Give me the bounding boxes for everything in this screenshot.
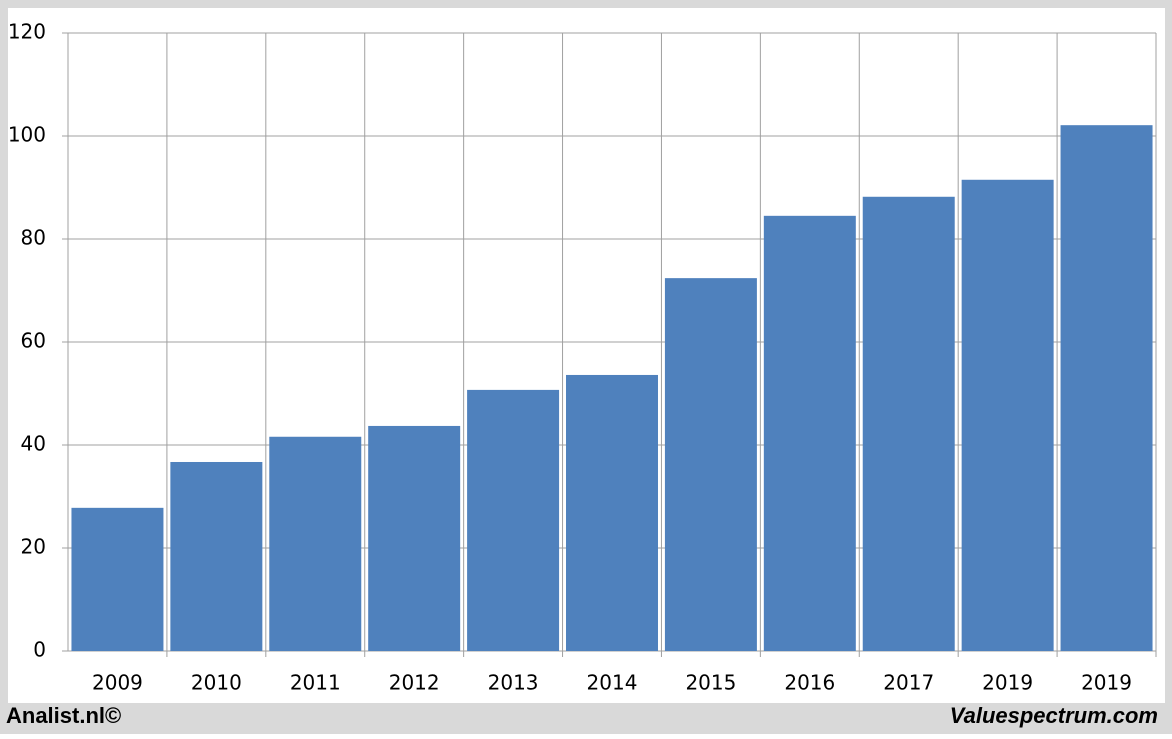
- y-tick-label: 20: [21, 535, 46, 559]
- bar: [467, 389, 560, 651]
- bar: [170, 461, 263, 651]
- bar: [862, 196, 955, 651]
- bar: [664, 278, 757, 651]
- y-tick-label: 40: [21, 432, 46, 456]
- x-tick-label: 2013: [488, 671, 539, 695]
- y-tick-label: 120: [8, 20, 46, 44]
- y-tick-label: 100: [8, 123, 46, 147]
- bar: [368, 425, 461, 651]
- bar: [763, 215, 856, 651]
- footer-right: Valuespectrum.com: [950, 703, 1158, 728]
- y-tick-label: 60: [21, 329, 46, 353]
- x-tick-label: 2019: [982, 671, 1033, 695]
- x-tick-label: 2019: [1081, 671, 1132, 695]
- x-tick-label: 2012: [389, 671, 440, 695]
- bar: [71, 507, 164, 651]
- x-tick-label: 2010: [191, 671, 242, 695]
- x-tick-label: 2011: [290, 671, 341, 695]
- x-tick-label: 2016: [784, 671, 835, 695]
- x-tick-label: 2014: [587, 671, 638, 695]
- x-tick-label: 2017: [883, 671, 934, 695]
- bar: [566, 374, 658, 651]
- x-tick-label: 2015: [685, 671, 736, 695]
- y-tick-label: 80: [21, 226, 46, 250]
- y-tick-label: 0: [33, 638, 46, 662]
- bar: [269, 436, 362, 651]
- bar: [961, 179, 1054, 651]
- footer-left: Analist.nl©: [6, 703, 121, 728]
- bar: [1060, 125, 1153, 651]
- x-tick-label: 2009: [92, 671, 143, 695]
